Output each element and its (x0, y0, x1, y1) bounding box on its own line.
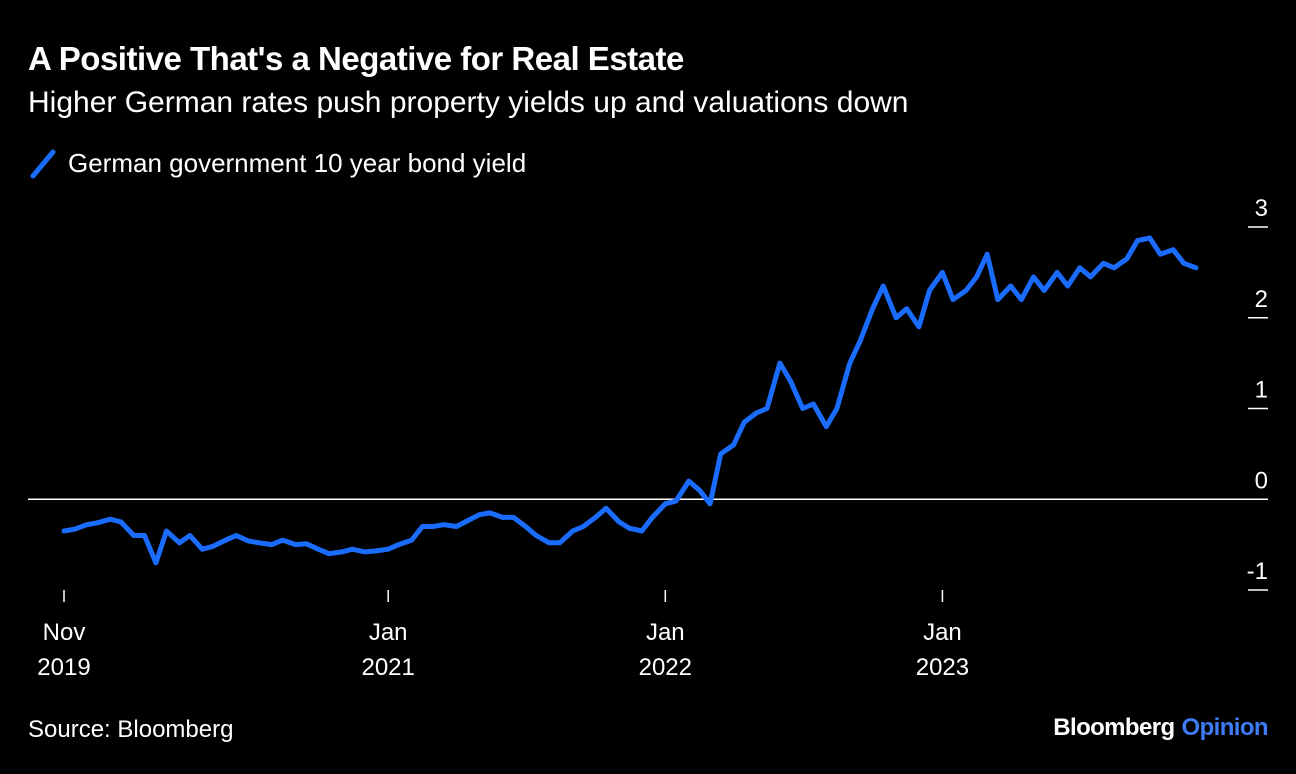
legend: German government 10 year bond yield (30, 148, 526, 179)
y-tick-label: 2 (1255, 286, 1268, 313)
legend-swatch-icon (30, 149, 56, 178)
x-tick: Jan 2023 (916, 590, 969, 681)
brand-primary: Bloomberg (1053, 714, 1175, 741)
brand-logo: Bloomberg Opinion (1053, 714, 1268, 742)
x-axis: Nov 2019 Jan 2021 Jan 2022 Jan 2023 (37, 590, 969, 681)
y-tick-label: -1 (1247, 558, 1268, 585)
y-tick: 3 (1248, 195, 1268, 228)
source-note: Source: Bloomberg (28, 716, 234, 743)
x-tick: Nov 2019 (37, 590, 91, 681)
x-tick-label-year: 2022 (639, 654, 692, 681)
x-tick-label-year: 2023 (916, 654, 969, 681)
y-tick: 1 (1248, 377, 1268, 410)
x-tick: Jan 2021 (361, 590, 415, 681)
brand-secondary: Opinion (1181, 714, 1269, 741)
x-tick-label-month: Nov (43, 619, 86, 646)
series-line-german-10y-yield (61, 235, 1199, 566)
chart-title: A Positive That's a Negative for Real Es… (28, 40, 684, 77)
legend-label: German government 10 year bond yield (68, 148, 527, 178)
y-tick-label: 3 (1255, 195, 1268, 222)
x-tick-label-month: Jan (646, 619, 685, 646)
y-tick: 2 (1248, 286, 1268, 319)
y-axis: 3 2 1 0 -1 (1247, 195, 1268, 591)
x-tick: Jan 2022 (639, 590, 692, 681)
chart-subtitle: Higher German rates push property yields… (28, 86, 909, 119)
x-tick-label-year: 2019 (37, 654, 90, 681)
y-tick-label: 1 (1255, 377, 1268, 404)
x-tick-label-year: 2021 (361, 654, 414, 681)
x-tick-label-month: Jan (923, 619, 962, 646)
y-tick: -1 (1247, 558, 1268, 591)
y-tick: 0 (1248, 467, 1268, 500)
x-tick-label-month: Jan (369, 619, 408, 646)
y-tick-label: 0 (1255, 467, 1268, 494)
